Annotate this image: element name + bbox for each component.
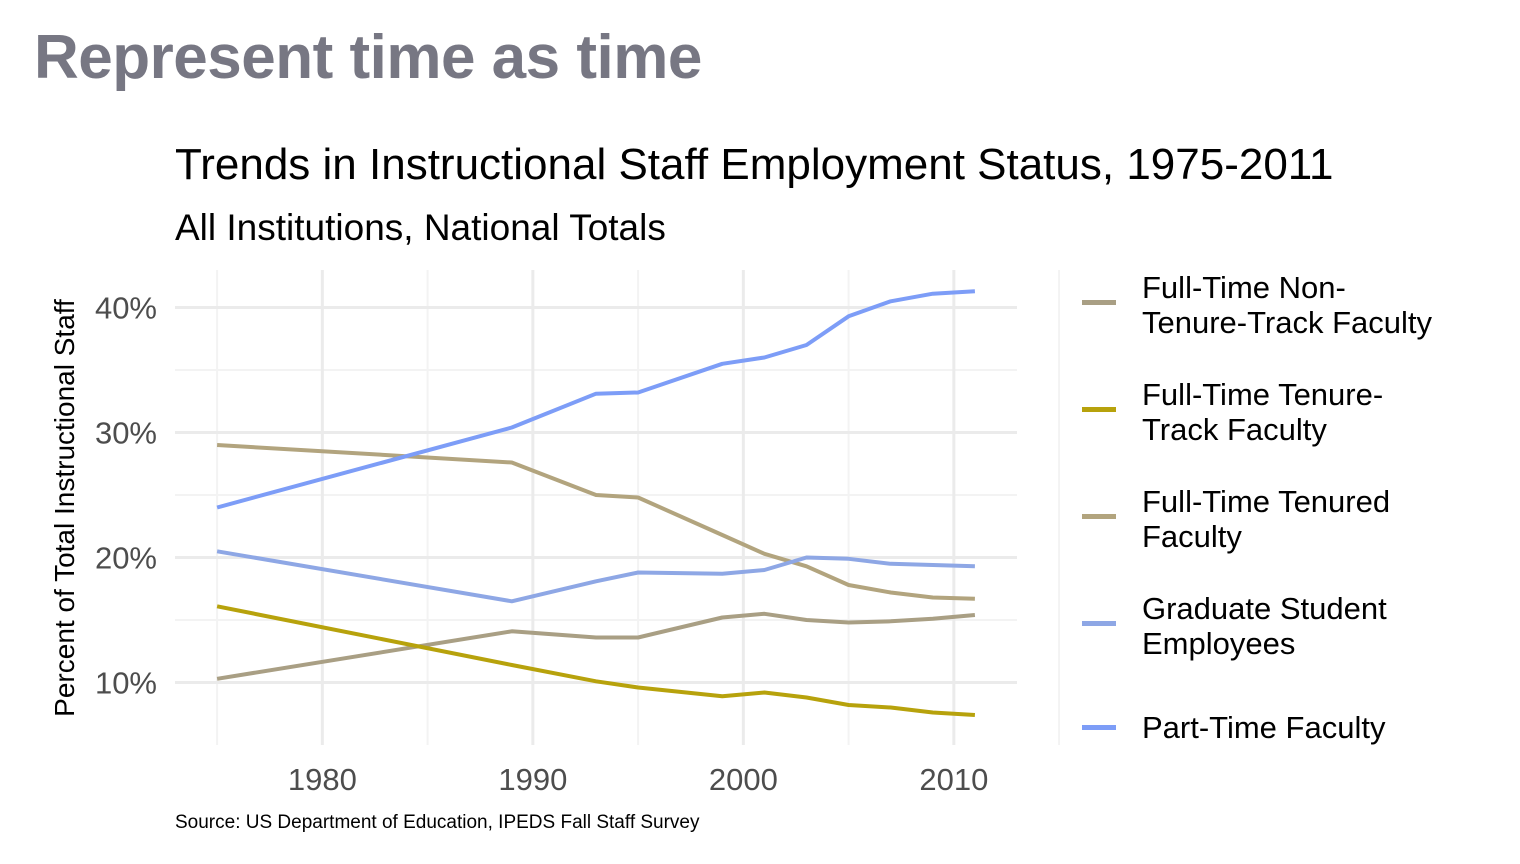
y-tick-label: 20% [95,541,157,576]
series-line [216,289,976,510]
series-lines [216,289,976,717]
axis-tick-labels: 1980 1990 2000 2010 10% 20% 30% 40% [95,291,988,798]
chart-title: Trends in Instructional Staff Employment… [175,140,1334,189]
x-tick-label: 1980 [288,762,357,797]
legend-label: Graduate Student Employees [1142,591,1482,661]
legend-label-line: Part-Time Faculty [1142,710,1386,745]
series-line [216,443,975,601]
series-line [216,611,976,681]
legend-label-line: Employees [1142,626,1296,661]
legend-label-line: Full-Time Tenured [1142,484,1391,519]
legend-label: Full-Time Non- Tenure-Track Faculty [1142,270,1482,340]
legend-label-line: Full-Time Tenure- [1142,377,1384,412]
series-line [216,604,976,717]
x-tick-label: 2000 [709,762,778,797]
y-tick-label: 40% [95,291,157,326]
series-line [216,549,975,604]
legend-key [1082,514,1116,519]
legend-label-line: Faculty [1142,519,1242,554]
legend-label-line: Graduate Student [1142,591,1387,626]
x-tick-label: 1990 [498,762,567,797]
legend-key [1082,407,1116,412]
legend-key [1082,725,1116,730]
grid-lines [175,270,1060,745]
legend-label: Part-Time Faculty [1142,710,1482,745]
legend-label-line: Tenure-Track Faculty [1142,305,1432,340]
line-chart: 1980 1990 2000 2010 10% 20% 30% 40% Percent of … [49,270,1060,798]
x-tick-label: 2010 [919,762,988,797]
chart-source: Source: US Department of Education, IPED… [175,812,700,833]
legend-key [1082,621,1116,626]
slide-title: Represent time as time [34,23,702,92]
y-axis-label: Percent of Total Instructional Staff [49,299,80,717]
legend-label-line: Full-Time Non- [1142,270,1346,305]
y-tick-label: 10% [95,666,157,701]
legend-key [1082,300,1116,305]
legend-label-line: Track Faculty [1142,412,1327,447]
y-tick-label: 30% [95,416,157,451]
chart-subtitle: All Institutions, National Totals [175,207,666,248]
legend-label: Full-Time Tenured Faculty [1142,484,1482,554]
legend-label: Full-Time Tenure- Track Faculty [1142,377,1482,447]
